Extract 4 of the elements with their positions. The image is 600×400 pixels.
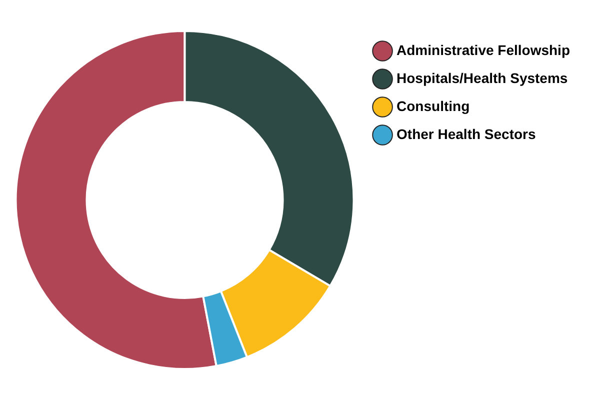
legend-label: Hospitals/Health Systems [396, 70, 568, 86]
legend-label: Administrative Fellowship [396, 42, 570, 58]
legend-label: Consulting [396, 98, 470, 114]
legend-label: Other Health Sectors [396, 126, 536, 142]
